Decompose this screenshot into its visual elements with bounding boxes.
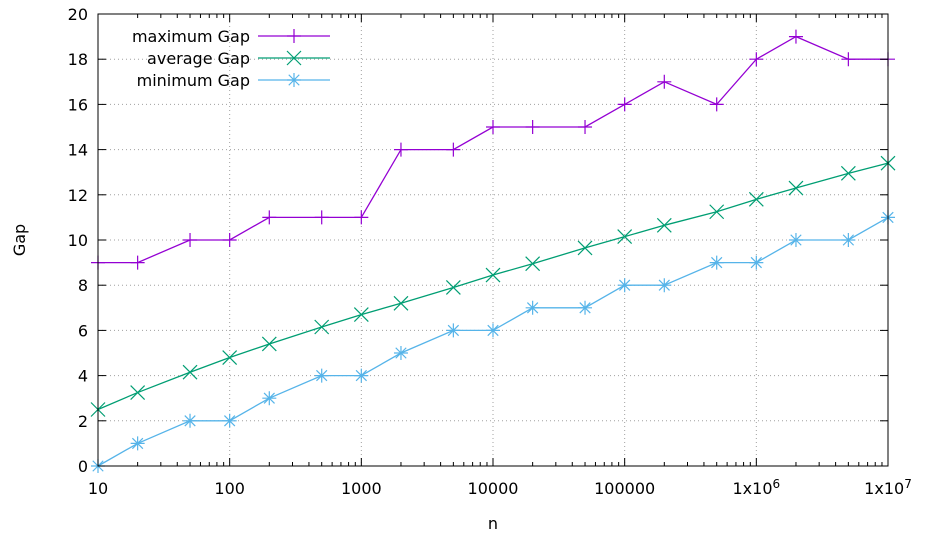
- data-point-minimum-gap: [525, 300, 540, 315]
- legend-label-minimum-gap: minimum Gap: [137, 71, 250, 90]
- y-tick-label: 14: [68, 141, 88, 160]
- data-point-minimum-gap: [788, 233, 803, 247]
- data-point-maximum-gap: [657, 74, 672, 89]
- data-point-average-gap: [393, 295, 409, 311]
- y-tick-label: 20: [68, 5, 88, 24]
- x-tick-label: 100: [214, 479, 245, 498]
- data-point-average-gap: [788, 180, 804, 196]
- data-point-maximum-gap: [183, 233, 198, 247]
- data-point-minimum-gap: [354, 368, 369, 383]
- data-point-minimum-gap: [578, 300, 593, 315]
- data-point-maximum-gap: [788, 29, 803, 44]
- y-tick-label: 4: [78, 367, 88, 386]
- y-tick-label: 10: [68, 231, 88, 250]
- x-tick-label: 1x107: [864, 477, 912, 498]
- data-point-average-gap: [709, 204, 725, 220]
- y-tick-label: 0: [78, 457, 88, 476]
- x-tick-label: 1000: [341, 479, 382, 498]
- y-tick-label: 16: [68, 95, 88, 114]
- data-point-maximum-gap: [709, 97, 724, 112]
- data-point-minimum-gap: [709, 255, 724, 270]
- data-point-minimum-gap: [749, 255, 764, 270]
- data-point-average-gap: [222, 350, 238, 365]
- data-point-maximum-gap: [222, 233, 237, 247]
- data-point-average-gap: [525, 256, 541, 272]
- legend: maximum Gap average Gap minimum Gap: [132, 27, 330, 90]
- data-point-maximum-gap: [749, 52, 764, 67]
- y-axis-label: Gap: [10, 224, 29, 256]
- x-tick-label: 10000: [468, 479, 519, 498]
- data-point-minimum-gap: [486, 323, 500, 338]
- data-point-maximum-gap: [262, 210, 277, 225]
- data-point-average-gap: [130, 385, 146, 400]
- legend-marker-average-gap: [286, 50, 302, 66]
- data-point-average-gap: [182, 364, 198, 380]
- data-point-maximum-gap: [525, 120, 540, 134]
- series-minimum-gap: [91, 210, 895, 473]
- series-layer: [90, 29, 896, 473]
- data-point-minimum-gap: [183, 413, 198, 428]
- data-point-average-gap: [353, 307, 369, 323]
- x-tick-label: 10: [88, 479, 108, 498]
- x-axis-label: n: [488, 514, 498, 533]
- data-point-average-gap: [485, 267, 501, 283]
- x-tick-label: 100000: [594, 479, 655, 498]
- data-point-minimum-gap: [314, 368, 329, 383]
- data-point-average-gap: [840, 165, 856, 181]
- data-point-maximum-gap: [617, 97, 632, 112]
- data-point-minimum-gap: [617, 278, 632, 293]
- legend-label-average-gap: average Gap: [147, 49, 250, 68]
- series-average-gap: [90, 155, 896, 417]
- data-point-minimum-gap: [222, 413, 237, 428]
- data-point-average-gap: [577, 240, 593, 256]
- y-tick-label: 18: [68, 50, 88, 69]
- data-point-maximum-gap: [841, 52, 856, 67]
- data-point-maximum-gap: [354, 210, 369, 225]
- data-point-minimum-gap: [393, 346, 408, 360]
- y-tick-label: 6: [78, 321, 88, 340]
- y-tick-label: 12: [68, 186, 88, 205]
- y-tick-label: 2: [78, 412, 88, 431]
- data-point-average-gap: [445, 280, 461, 295]
- data-point-average-gap: [748, 191, 764, 207]
- data-point-maximum-gap: [446, 142, 461, 157]
- data-point-minimum-gap: [657, 278, 672, 293]
- x-tick-label: 1x106: [733, 477, 781, 498]
- data-point-minimum-gap: [130, 436, 145, 451]
- data-point-maximum-gap: [486, 120, 500, 134]
- data-point-average-gap: [314, 319, 330, 335]
- data-point-average-gap: [261, 336, 277, 352]
- data-point-maximum-gap: [130, 255, 145, 270]
- legend-marker-maximum-gap: [287, 29, 301, 43]
- y-tick-label: 8: [78, 276, 88, 295]
- data-point-minimum-gap: [446, 323, 461, 338]
- data-point-minimum-gap: [262, 391, 277, 406]
- legend-marker-minimum-gap: [287, 73, 301, 87]
- data-point-maximum-gap: [393, 142, 408, 157]
- data-point-maximum-gap: [578, 120, 593, 134]
- data-point-average-gap: [617, 229, 633, 245]
- data-point-average-gap: [656, 217, 672, 233]
- grid: [98, 14, 888, 466]
- data-point-minimum-gap: [841, 233, 856, 247]
- data-point-maximum-gap: [314, 210, 329, 225]
- legend-label-maximum-gap: maximum Gap: [132, 27, 250, 46]
- axis-ticks: 0 2 4 6 8 10 12 14 16 18 20 10 100 1000 10000 100000 1x1…: [68, 5, 912, 498]
